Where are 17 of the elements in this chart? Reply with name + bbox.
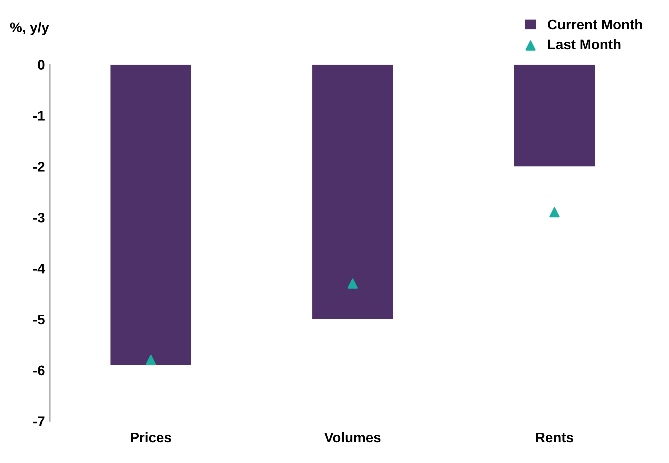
x-tick-label: Prices xyxy=(131,432,172,443)
x-tick-label: Rents xyxy=(536,432,574,443)
y-tick-label: -2 xyxy=(34,162,45,172)
y-tick-label: 0 xyxy=(38,60,45,70)
y-tick-label: -7 xyxy=(34,416,45,426)
x-tick-label: Volumes xyxy=(324,432,381,443)
legend-label: Last Month xyxy=(548,39,621,50)
y-axis-title: %, y/y xyxy=(10,22,50,36)
point xyxy=(550,207,560,218)
y-tick-label: -6 xyxy=(34,366,45,376)
y-tick-label: -5 xyxy=(34,314,45,325)
point xyxy=(348,278,358,289)
point xyxy=(146,355,156,366)
y-tick-label: -3 xyxy=(34,212,45,223)
y-tick-label: -1 xyxy=(34,111,45,121)
y-tick-label: -4 xyxy=(34,264,46,274)
legend-label: Current Month xyxy=(548,19,642,30)
